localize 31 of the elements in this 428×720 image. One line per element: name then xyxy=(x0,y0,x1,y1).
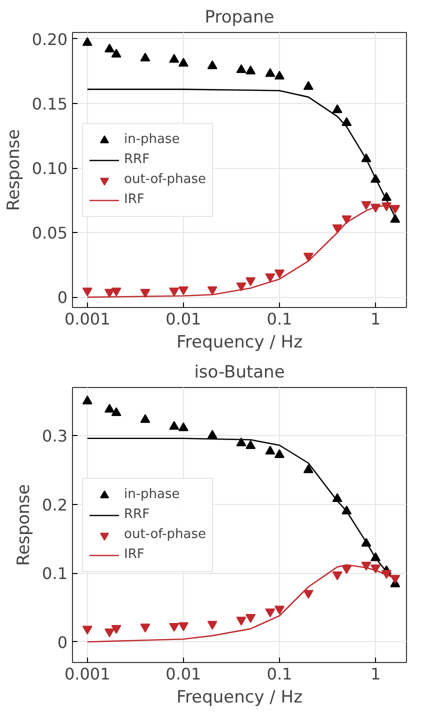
x-tick-label: 0.1 xyxy=(266,664,292,684)
y-tick-label: 0 xyxy=(57,632,68,652)
legend-label: IRF xyxy=(124,546,144,564)
y-tick-label: 0.3 xyxy=(42,426,68,446)
y-axis-title: Response xyxy=(14,484,34,566)
legend-label: RRF xyxy=(124,151,150,168)
legend-label: RRF xyxy=(124,506,150,524)
y-tick-label: 0.2 xyxy=(42,495,68,514)
x-tick-label: 1 xyxy=(370,310,381,328)
legend-label: in-phase xyxy=(124,486,180,504)
legend-label: out-of-phase xyxy=(124,526,206,544)
x-tick-label: 0.01 xyxy=(166,664,202,684)
y-tick-label: 0 xyxy=(57,288,68,308)
y-tick-label: 0.20 xyxy=(32,30,68,49)
legend-label: out-of-phase xyxy=(124,171,206,188)
y-tick-label: 0.05 xyxy=(32,224,68,243)
x-tick-label: 0.001 xyxy=(64,664,110,684)
chart-title: iso-Butane xyxy=(194,362,285,382)
x-tick-label: 1 xyxy=(370,664,381,684)
x-tick-label: 0.001 xyxy=(64,310,110,328)
x-axis-title: Frequency / Hz xyxy=(176,688,303,708)
legend-label: IRF xyxy=(124,191,144,208)
chart-title: Propane xyxy=(204,8,274,28)
x-tick-label: 0.1 xyxy=(266,310,292,328)
legend-label: in-phase xyxy=(124,131,180,148)
y-tick-label: 0.1 xyxy=(42,564,68,584)
y-axis-title: Response xyxy=(4,129,24,211)
x-tick-label: 0.01 xyxy=(166,310,202,328)
y-tick-label: 0.10 xyxy=(32,159,68,178)
x-axis-title: Frequency / Hz xyxy=(176,332,303,352)
y-tick-label: 0.15 xyxy=(32,94,68,114)
